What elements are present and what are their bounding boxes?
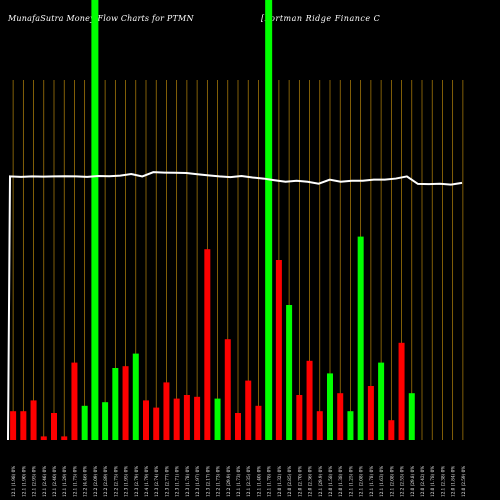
chart-title: MunafaSutra Money Flow Charts for PTMN (8, 14, 194, 23)
money-flow-bar (378, 362, 385, 440)
x-tick-label: 12.1 (2.46) 0% (42, 466, 47, 497)
x-tick-label: 12.3 (2.17) 0% (205, 466, 210, 497)
x-tick-label: 12.1 (1.25) 0% (348, 466, 353, 497)
money-flow-bar (10, 411, 17, 440)
x-tick-label: 12.0 (2.85) 0% (287, 466, 292, 497)
x-tick-label: 12.3 (1.78) 0% (185, 466, 190, 497)
money-flow-bar (40, 436, 47, 440)
money-flow-bar (388, 420, 395, 440)
money-flow-bar (173, 398, 180, 440)
money-flow-bar (224, 339, 231, 440)
x-tick-label: 12.0 (2.42) 0% (420, 466, 425, 497)
x-tick-label: 12.2 (2.75) 0% (113, 466, 118, 497)
money-flow-bar (327, 373, 333, 440)
x-tick-label: 12.2 (29.9) 0% (226, 466, 231, 497)
money-flow-bar (163, 382, 170, 440)
x-tick-label: 12.0 (2.36) 0% (308, 466, 313, 497)
x-tick-label: 12.0 (2.59) 0% (461, 466, 466, 497)
money-flow-bar (102, 402, 109, 440)
x-tick-label: 12.0 (1.84) 0% (451, 466, 456, 497)
x-tick-label: 12.3 (2.77) 0% (164, 466, 169, 497)
money-flow-bar (286, 305, 293, 440)
money-flow-bar (306, 360, 313, 440)
x-tick-label: 12.1 (2.40) 0% (52, 466, 57, 497)
x-tick-label: 12.1 (2.38) 0% (440, 466, 445, 497)
x-tick-label: 12.0 (1.32) 0% (277, 466, 282, 497)
money-flow-bar (122, 366, 129, 440)
money-flow-bar (316, 411, 323, 440)
money-flow-bar (30, 400, 37, 440)
x-tick-label: 12.1 (1.75) 0% (72, 466, 77, 497)
money-flow-bar (357, 236, 364, 440)
money-flow-bar (408, 393, 415, 440)
money-flow-bar (235, 413, 241, 440)
x-tick-label: 12.0 (1.38) 0% (338, 466, 343, 497)
money-flow-bar (347, 411, 354, 440)
x-tick-label: 12.0 (29.8) 0% (410, 466, 415, 497)
money-flow-bar (153, 407, 160, 440)
x-tick-label: 12.1 (2.95) 0% (32, 466, 37, 497)
x-tick-label: 12.2 (2.55) 0% (400, 466, 405, 497)
x-tick-label: 12.0 (1.78) 0% (430, 466, 435, 497)
x-tick-label: 12.2 (4.46) 0% (83, 466, 88, 497)
money-flow-bar (81, 405, 88, 440)
x-tick-label: 12.1 (2.35) 0% (246, 466, 251, 497)
x-tick-label: 12.0 (1.58) 0% (328, 466, 333, 497)
x-tick-label: 12.2 (2.09) 0% (93, 466, 98, 497)
x-tick-label: 12.1 (1.73) 0% (236, 466, 241, 497)
money-flow-bar (204, 249, 211, 440)
x-tick-label: 12.1 (29.9) 0% (318, 466, 323, 497)
x-tick-label: 12.2 (1.73) 0% (216, 466, 221, 497)
x-tick-label: 12.1 (1.40) 0% (256, 466, 261, 497)
money-flow-bar (296, 395, 303, 440)
x-tick-label: 12.1 (2.08) 0% (389, 466, 394, 497)
x-tick-label: 12.3 (1.95) 0% (124, 466, 129, 497)
x-tick-label: 12.1 (1.78) 0% (369, 466, 374, 497)
x-tick-label: 12.2 (2.89) 0% (103, 466, 108, 497)
money-flow-bar (337, 393, 344, 440)
x-tick-label: 12.4 (1.79) 0% (144, 466, 149, 497)
money-flow-bar (20, 411, 27, 440)
money-flow-bar (61, 436, 68, 440)
x-tick-label: 12.3 (1.97) 0% (195, 466, 200, 497)
money-flow-bar (275, 260, 282, 440)
x-tick-label: 12.3 (2.79) 0% (134, 466, 139, 497)
x-tick-label: 12.1 (2.08) 0% (359, 466, 364, 497)
x-tick-label: 12.1 (1.63) 0% (379, 466, 384, 497)
money-flow-bar (367, 386, 374, 440)
money-flow-bar (51, 413, 57, 440)
highlight-bar (91, 0, 99, 440)
money-flow-bar (255, 405, 262, 440)
x-tick-label: 12.1 (1.29) 0% (62, 466, 67, 497)
money-flow-bar (71, 362, 78, 440)
money-flow-bar (112, 368, 119, 440)
x-tick-label: 12.1 (1.90) 0% (21, 466, 26, 497)
x-tick-label: 12.3 (2.74) 0% (154, 466, 159, 497)
x-tick-label: 12.3 (1.71) 0% (175, 466, 180, 497)
money-flow-bar (398, 342, 405, 440)
money-flow-bar (132, 353, 139, 440)
chart-title-right: [Portman Ridge Finance C (261, 14, 381, 23)
highlight-bar (265, 0, 273, 440)
money-flow-bar (183, 395, 190, 440)
money-flow-bar (214, 398, 221, 440)
money-flow-bar (194, 396, 201, 440)
money-flow-bar (143, 400, 149, 440)
x-tick-label: 12.1 (1.98) 0% (11, 466, 16, 497)
x-tick-label: 12.1 (1.78) 0% (267, 466, 272, 497)
price-line (7, 171, 463, 441)
x-tick-label: 12.0 (2.70) 0% (297, 466, 302, 497)
money-flow-bar (245, 380, 252, 440)
